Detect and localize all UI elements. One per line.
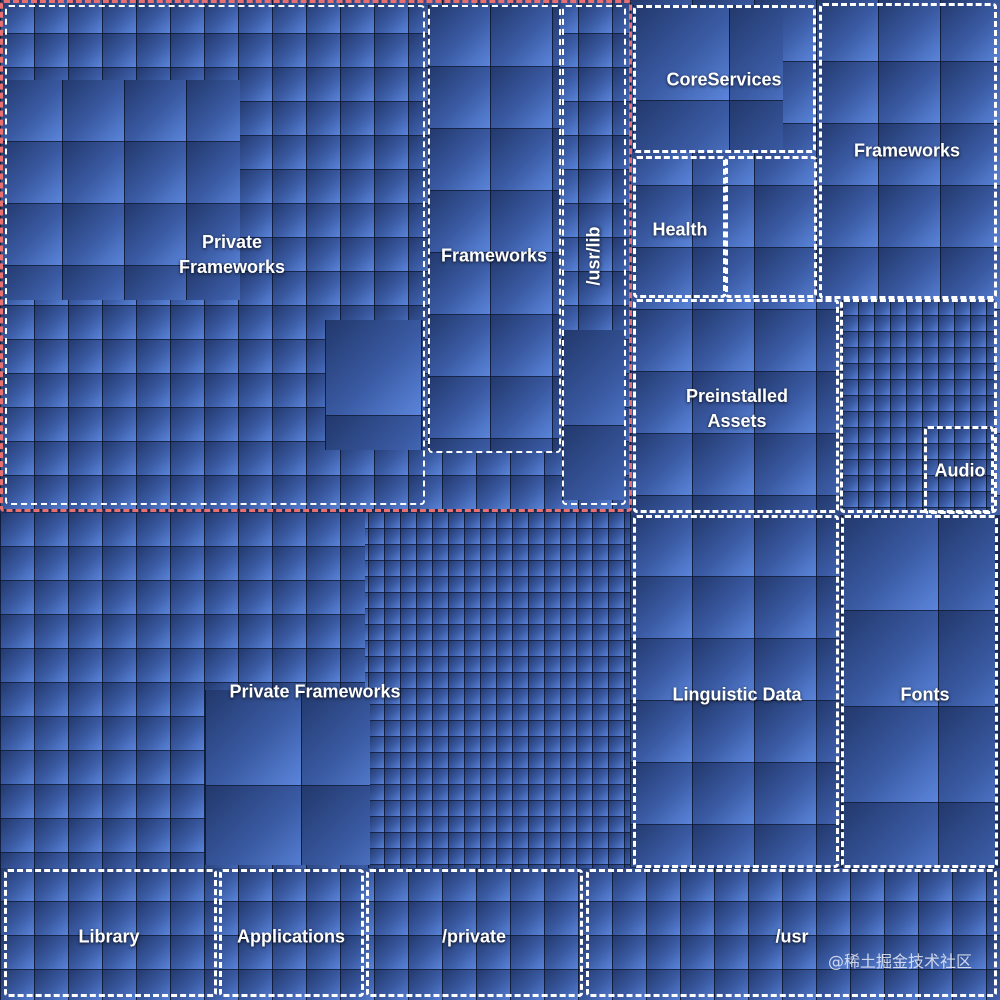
region[interactable] [924,426,994,514]
tiles [0,868,1000,1000]
region[interactable] [841,515,998,868]
region-label: Applications [236,926,346,947]
region[interactable] [819,3,997,299]
region-label: /usr [775,926,809,947]
region[interactable] [633,5,816,153]
selected-group[interactable] [0,0,632,512]
region[interactable] [5,5,425,505]
tiles [205,690,370,865]
tiles [842,515,995,867]
region-label: Linguistic Data [672,684,802,705]
region[interactable] [219,869,364,997]
tiles [842,300,995,512]
tiles [562,330,625,500]
region-label: Audio [934,460,986,481]
region[interactable] [633,299,839,513]
region-label: Preinstalled Assets [685,386,789,431]
tiles [630,515,840,867]
tiles [633,5,783,152]
tiles [0,80,240,300]
region[interactable] [633,515,839,868]
region-label: Private Frameworks [229,681,401,702]
region-label: /usr/lib [583,226,604,286]
region-label: Fonts [900,684,950,705]
region-label: Library [78,926,140,947]
tiles [428,5,560,452]
region[interactable] [586,869,997,997]
watermark: @稀土掘金技术社区 [827,952,972,971]
region[interactable] [562,5,626,505]
region[interactable] [633,156,726,298]
region-label: Health [652,219,708,240]
region[interactable] [725,156,817,298]
region-label: Private Frameworks [178,232,286,277]
region[interactable] [366,869,583,997]
region-label: CoreServices [666,69,782,90]
tiles [325,320,425,450]
region-label: Frameworks [440,245,548,266]
region[interactable] [840,299,997,513]
region-label: /private [441,926,507,947]
region[interactable] [428,5,561,453]
region[interactable] [4,869,217,997]
region-label: Frameworks [853,140,961,161]
